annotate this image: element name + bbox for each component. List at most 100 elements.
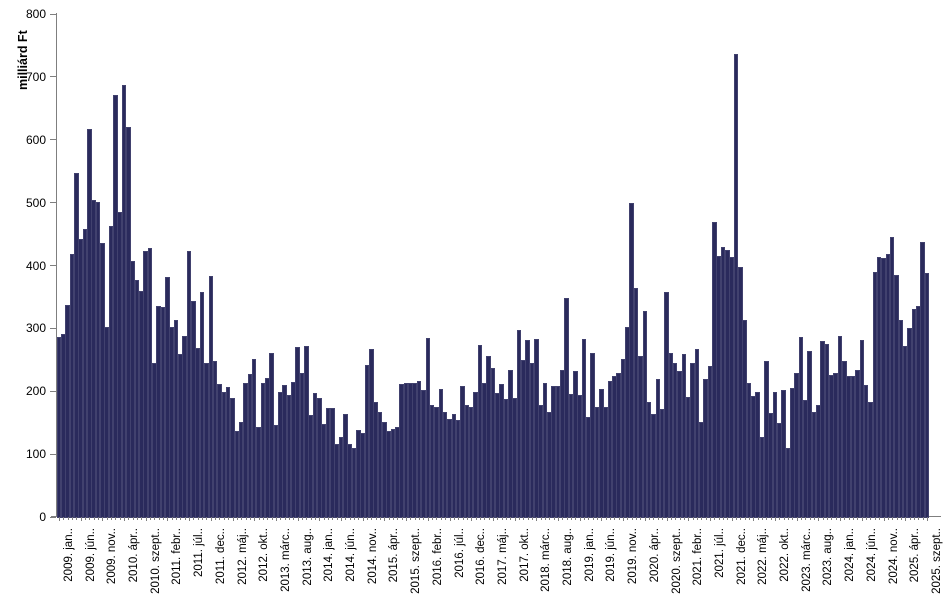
x-tick-mark [475, 517, 477, 520]
bar-month-113 [547, 411, 552, 519]
bar-month-181 [842, 361, 847, 518]
x-tick-mark [150, 517, 152, 520]
y-tick-label: 800 [25, 7, 46, 21]
x-tick-mark [640, 517, 642, 520]
y-tick-mark [50, 76, 56, 78]
x-tick-mark [124, 517, 125, 521]
bar-month-134 [638, 355, 643, 519]
bar-month-13 [113, 95, 118, 518]
x-tick-mark [835, 517, 837, 520]
bar-month-2 [65, 305, 70, 518]
x-tick-mark [254, 517, 256, 521]
bar-month-107 [521, 360, 526, 518]
bar-month-195 [903, 346, 908, 518]
bar-month-33 [199, 292, 205, 518]
bar-month-55 [295, 346, 300, 519]
x-tick-mark [410, 517, 412, 520]
bar-month-66 [343, 413, 348, 519]
bar-month-57 [304, 346, 309, 518]
bar-month-158 [742, 319, 747, 519]
x-tick-mark [388, 517, 390, 520]
bar-month-46 [256, 426, 261, 519]
bar-month-163 [764, 361, 769, 518]
bar-month-28 [178, 353, 183, 519]
bar-month-140 [664, 292, 669, 518]
x-tick-mark [510, 517, 512, 520]
x-tick-mark [80, 517, 82, 521]
bar-month-68 [351, 448, 357, 518]
bar-month-104 [508, 369, 513, 519]
bar-month-110 [534, 338, 539, 519]
x-tick-mark [588, 517, 590, 520]
x-tick-mark [406, 517, 408, 521]
x-tick-mark [297, 517, 299, 521]
bar-month-43 [243, 383, 248, 518]
bar-month-4 [74, 172, 79, 519]
x-tick-mark [592, 517, 594, 520]
bar-month-22 [152, 363, 157, 518]
bar-month-79 [399, 383, 404, 519]
bar-month-152 [716, 255, 721, 519]
x-tick-mark [380, 517, 382, 520]
bar-month-3 [69, 253, 75, 519]
x-tick-mark [610, 517, 612, 520]
x-tick-mark [792, 517, 794, 520]
bar-month-94 [464, 405, 470, 518]
bar-month-165 [772, 391, 778, 519]
bar-month-40 [230, 398, 235, 518]
x-tick-mark [892, 517, 894, 520]
bar-month-197 [911, 308, 917, 519]
bar-month-14 [117, 211, 122, 519]
x-tick-mark [675, 517, 677, 520]
bar-month-1 [61, 334, 66, 518]
bar-month-173 [807, 351, 812, 518]
bar-month-74 [377, 411, 383, 519]
bar-month-102 [499, 383, 504, 519]
bar-month-169 [790, 388, 795, 518]
x-tick-mark [874, 517, 876, 520]
bar-month-129 [616, 372, 621, 519]
bar-month-30 [186, 250, 192, 519]
bar-month-150 [707, 366, 713, 518]
bar-month-48 [265, 377, 270, 519]
bar-month-139 [659, 409, 665, 518]
x-tick-mark [909, 517, 911, 520]
bar-month-191 [885, 254, 890, 518]
bar-month-100 [490, 368, 496, 518]
x-tick-mark [97, 517, 99, 520]
bar-month-36 [212, 360, 218, 519]
bar-month-112 [542, 383, 548, 518]
bar-month-145 [686, 396, 691, 519]
x-tick-mark [154, 517, 156, 520]
x-tick-mark [458, 517, 460, 520]
x-tick-mark [462, 517, 464, 520]
bar-month-199 [920, 241, 925, 519]
x-tick-mark [488, 517, 490, 520]
x-tick-mark [848, 517, 850, 520]
bar-month-52 [282, 384, 287, 519]
x-tick-mark [332, 517, 334, 520]
bar-month-117 [564, 297, 569, 519]
x-tick-mark [432, 517, 434, 520]
bar-month-90 [447, 419, 452, 518]
x-tick-mark [236, 517, 238, 520]
x-tick-mark [445, 517, 447, 520]
bar-month-81 [408, 383, 413, 518]
bar-month-64 [334, 443, 339, 519]
y-tick-label: 300 [25, 321, 46, 336]
bar-month-31 [191, 300, 196, 519]
x-tick-mark [844, 517, 846, 520]
bar-month-95 [469, 406, 474, 519]
x-tick-mark [89, 517, 91, 520]
x-tick-mark [514, 517, 516, 521]
bar-month-15 [121, 84, 127, 519]
bar-month-118 [568, 394, 574, 518]
y-tick-label: 400 [25, 258, 46, 273]
x-tick-mark [683, 517, 685, 520]
bar-month-88 [438, 389, 443, 518]
bar-month-155 [729, 256, 734, 519]
bar-month-175 [816, 404, 821, 519]
bar-month-75 [382, 421, 387, 519]
bar-month-131 [625, 327, 630, 518]
